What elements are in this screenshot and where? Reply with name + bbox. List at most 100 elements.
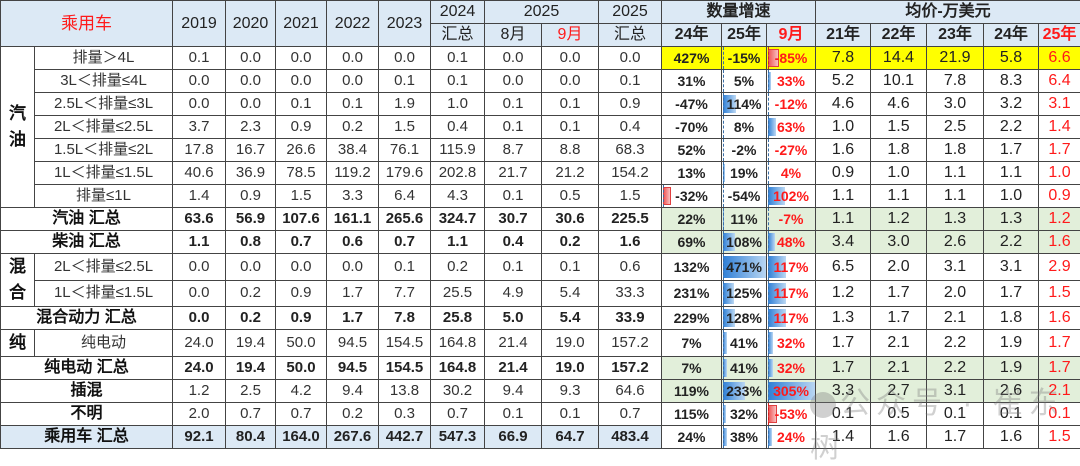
col-2024-total-bottom: 汇总	[431, 24, 485, 47]
growth-25-value: 8%	[734, 119, 754, 135]
price-cell: 0.9	[1039, 185, 1080, 208]
bar-axis	[723, 47, 724, 69]
value-cell-value: 64.7	[555, 428, 584, 445]
value-cell: 0.0	[276, 70, 327, 93]
bar-axis	[768, 208, 769, 230]
bar-axis	[768, 403, 769, 425]
growth-24: -32%	[662, 185, 722, 208]
bar-axis	[768, 139, 769, 161]
price-cell-value: 2.1	[887, 359, 909, 376]
value-cell-value: 94.5	[338, 359, 367, 376]
price-cell: 1.1	[984, 162, 1039, 185]
growth-25-value: 128%	[726, 310, 762, 326]
price-cell-value: 3.0	[887, 233, 909, 250]
value-cell: 4.2	[276, 380, 327, 403]
price-cell: 1.6	[1039, 307, 1080, 330]
value-cell-value: 21.4	[498, 359, 527, 376]
value-cell-value: 0.1	[447, 72, 468, 89]
value-cell-value: 265.6	[386, 210, 424, 227]
price-cell: 1.3	[816, 307, 871, 330]
price-cell-value: 1.3	[1000, 210, 1022, 227]
growth-24-value: -70%	[675, 119, 708, 135]
value-cell-value: 3.3	[342, 187, 363, 204]
value-cell: 164.8	[431, 330, 485, 357]
value-cell-value: 0.7	[291, 233, 312, 250]
row-label: 柴油 汇总	[1, 231, 173, 254]
price-cell: 1.8	[871, 139, 927, 162]
value-cell-value: 154.5	[386, 334, 424, 351]
row-label: 纯电动	[35, 330, 173, 357]
growth-sep-value: 24%	[777, 429, 805, 445]
value-cell: 0.7	[276, 403, 327, 426]
value-cell-value: 9.3	[560, 382, 581, 399]
growth-24-value: 229%	[674, 310, 710, 326]
bar-axis	[723, 116, 724, 138]
price-cell: 2.2	[984, 116, 1039, 139]
group-label-text: 纯	[9, 330, 27, 356]
value-cell-value: 19.0	[555, 359, 584, 376]
value-cell: 92.1	[173, 426, 226, 449]
value-cell-value: 0.0	[240, 72, 261, 89]
price-cell-value: 3.1	[1000, 258, 1022, 275]
value-cell-value: 5.4	[560, 284, 581, 301]
value-cell-value: 0.4	[503, 233, 524, 250]
growth-25: 38%	[722, 426, 767, 449]
price-cell: 1.4	[1039, 116, 1080, 139]
price-cell: 1.5	[871, 116, 927, 139]
value-cell-value: 0.1	[447, 49, 468, 66]
value-cell: 0.9	[276, 307, 327, 330]
growth-sep: -7%	[767, 208, 816, 231]
growth-sep: 48%	[767, 231, 816, 254]
growth-25: 125%	[722, 280, 767, 307]
value-cell-value: 19.4	[236, 334, 265, 351]
growth-sep-value: 117%	[773, 285, 808, 301]
row-label-value: 2L＜排量≤2.5L	[54, 258, 153, 275]
price-cell: 2.2	[927, 357, 984, 380]
growth-sep-value: -12%	[775, 96, 808, 112]
value-cell: 0.0	[485, 70, 542, 93]
value-cell: 324.7	[431, 208, 485, 231]
bar-axis	[723, 281, 724, 307]
value-cell-value: 0.7	[447, 405, 468, 422]
growth-24: -70%	[662, 116, 722, 139]
growth-25-value: 114%	[726, 96, 761, 112]
price-cell: 2.6	[927, 231, 984, 254]
price-cell-value: 3.0	[944, 95, 966, 112]
price-cell-value: 6.5	[832, 258, 854, 275]
value-cell-value: 13.8	[390, 382, 419, 399]
value-cell-value: 0.0	[503, 49, 524, 66]
value-cell: 225.5	[599, 208, 662, 231]
value-cell-value: 0.7	[620, 405, 641, 422]
col-2024-total-top: 2024	[431, 1, 485, 24]
col-sep: 9月	[542, 24, 599, 47]
bar-axis	[723, 162, 724, 184]
value-cell-value: 107.6	[282, 210, 320, 227]
value-cell-value: 157.2	[611, 359, 649, 376]
price-cell-value: 1.5	[1048, 428, 1070, 445]
group-label-gasoline: 汽油	[1, 47, 35, 208]
value-cell: 179.6	[379, 162, 431, 185]
growth-sep: -12%	[767, 93, 816, 116]
value-cell: 24.0	[173, 357, 226, 380]
row-label: 不明	[1, 403, 173, 426]
value-cell-value: 0.0	[620, 49, 641, 66]
row-label: 纯电动 汇总	[1, 357, 173, 380]
price-cell-value: 2.2	[944, 334, 966, 351]
value-cell-value: 0.0	[240, 95, 261, 112]
price-cell-value: 1.7	[1048, 141, 1070, 158]
price-cell-value: 1.0	[1000, 187, 1022, 204]
value-cell: 0.1	[542, 403, 599, 426]
value-cell: 1.0	[431, 93, 485, 116]
value-cell-value: 161.1	[334, 210, 372, 227]
bar-axis	[723, 357, 724, 379]
value-cell: 0.7	[599, 403, 662, 426]
value-cell: 154.5	[379, 357, 431, 380]
price-cell: 1.7	[1039, 357, 1080, 380]
bar-axis	[723, 380, 724, 402]
price-cell: 1.7	[871, 280, 927, 307]
growth-24-value: 119%	[674, 383, 709, 399]
growth-sep-value: 117%	[773, 259, 808, 275]
bar-axis	[723, 139, 724, 161]
